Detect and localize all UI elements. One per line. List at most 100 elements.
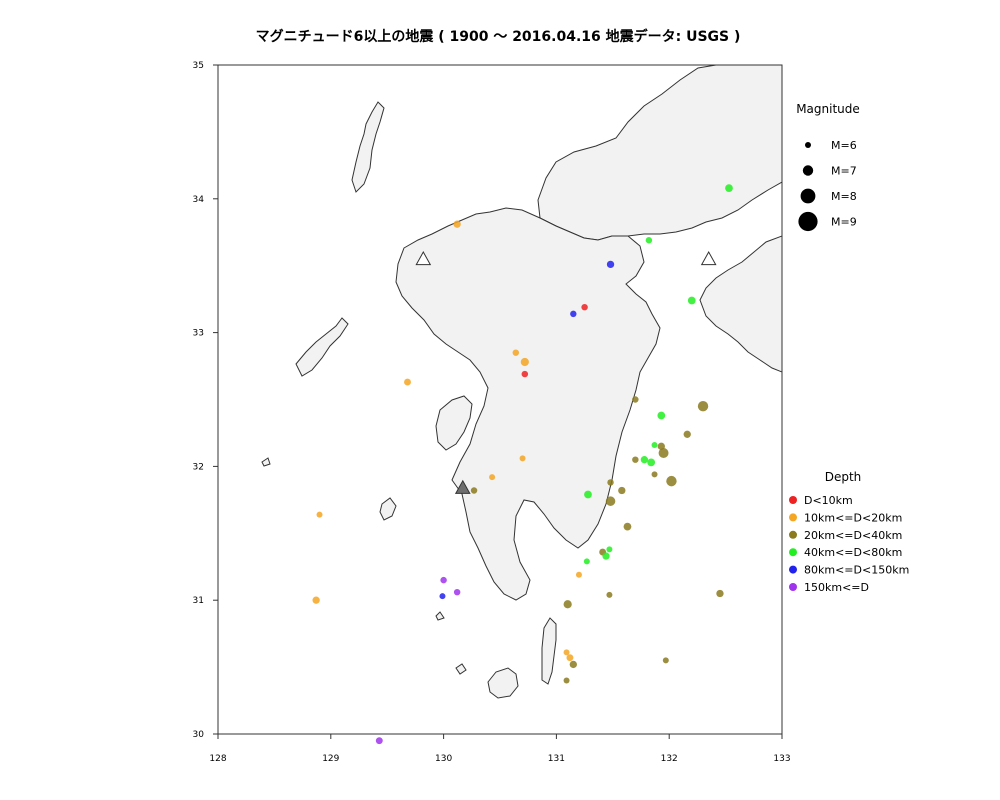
x-tick-label: 131	[548, 754, 565, 764]
quake-point	[651, 441, 658, 448]
quake-point	[662, 657, 669, 664]
depth-legend-marker	[789, 583, 797, 591]
y-tick-label: 34	[193, 195, 205, 205]
quake-point	[606, 260, 615, 269]
depth-legend-label: D<10km	[804, 494, 853, 507]
magnitude-legend-marker	[798, 211, 818, 232]
quake-point	[470, 487, 478, 494]
x-tick-label: 133	[773, 754, 790, 764]
plot-frame	[217, 64, 783, 735]
quake-point	[584, 490, 592, 499]
magnitude-legend-title: Magnitude	[796, 102, 860, 116]
quake-point	[697, 400, 709, 412]
quake-point	[716, 589, 724, 598]
y-tick-label: 35	[193, 61, 204, 71]
earthquake-points	[312, 184, 733, 745]
quake-point	[563, 600, 572, 609]
quake-point	[453, 588, 461, 596]
y-tick-label: 33	[193, 329, 204, 339]
land-tanegashima	[541, 617, 557, 685]
quake-point	[439, 593, 446, 600]
quake-point	[316, 511, 323, 518]
quake-point	[606, 591, 613, 598]
quake-point	[725, 184, 733, 192]
y-axis: 30 31 32 33 34 35	[193, 61, 218, 740]
depth-legend-label: 40km<=D<80km	[804, 546, 902, 559]
quake-point	[520, 357, 529, 367]
land-koshiki	[379, 497, 397, 521]
depth-legend-title: Depth	[825, 470, 862, 484]
quake-point	[640, 456, 649, 464]
quake-point	[440, 576, 447, 584]
quake-point	[404, 378, 411, 386]
quake-point	[632, 396, 639, 403]
quake-point	[623, 522, 632, 531]
land-islet-3	[261, 457, 271, 467]
y-tick-label: 32	[193, 462, 204, 472]
basemap	[261, 65, 782, 699]
quake-point	[563, 677, 570, 684]
x-tick-label: 128	[209, 754, 226, 764]
quake-point	[618, 486, 626, 495]
quake-point	[657, 411, 666, 420]
quake-point	[606, 546, 613, 553]
quake-point	[563, 649, 570, 656]
land-kyushu	[395, 207, 661, 601]
land-islet-1	[455, 663, 467, 675]
depth-legend-marker	[789, 565, 797, 574]
quake-point	[570, 310, 577, 318]
land-tsushima	[351, 101, 385, 193]
quake-point	[632, 456, 639, 463]
x-tick-label: 129	[322, 754, 339, 764]
quake-point	[512, 349, 520, 356]
depth-legend: Depth D<10km 10km<=D<20km 20km<=D<40km 40km…	[789, 470, 909, 594]
x-tick-label: 130	[435, 754, 452, 764]
x-tick-label: 132	[661, 754, 678, 764]
quake-point	[489, 474, 496, 481]
magnitude-legend-marker	[800, 188, 816, 204]
quake-point	[569, 660, 577, 669]
x-axis: 128 129 130 131 132 133	[209, 734, 791, 764]
depth-legend-label: 150km<=D	[804, 581, 869, 594]
quake-point	[375, 737, 383, 745]
depth-legend-label: 10km<=D<20km	[804, 511, 902, 524]
volcano-marker	[454, 479, 471, 494]
magnitude-legend-label: M=7	[831, 165, 857, 178]
depth-legend-marker	[789, 496, 797, 504]
quake-point	[521, 370, 529, 378]
quake-point	[581, 303, 588, 311]
depth-legend-marker	[789, 530, 797, 539]
quake-point	[666, 475, 677, 487]
chart-title: マグニチュード6以上の地震 ( 1900 〜 2016.04.16 地震データ:…	[256, 28, 741, 45]
quake-point	[566, 654, 574, 662]
land-honshu	[537, 65, 782, 241]
quake-point	[575, 571, 582, 578]
land-goto	[295, 317, 349, 377]
volcano-marker	[415, 250, 432, 266]
magnitude-legend-marker	[802, 165, 814, 176]
quake-point	[687, 296, 696, 305]
quake-point	[583, 558, 590, 565]
depth-legend-label: 80km<=D<150km	[804, 564, 909, 577]
volcano-marker	[700, 250, 717, 266]
y-tick-label: 30	[193, 730, 205, 740]
quake-point	[645, 237, 653, 244]
quake-point	[312, 596, 320, 604]
quake-point	[651, 471, 658, 478]
quake-point	[605, 496, 616, 506]
land-yakushima	[487, 667, 519, 699]
quake-point	[683, 430, 691, 438]
quake-point	[647, 458, 656, 467]
magnitude-legend-label: M=8	[831, 190, 857, 203]
magnitude-legend-label: M=9	[831, 216, 857, 229]
magnitude-legend-label: M=6	[831, 139, 857, 152]
magnitude-legend-marker	[805, 142, 811, 148]
magnitude-legend: Magnitude M=6 M=7 M=8 M=9	[796, 102, 860, 232]
quake-point	[658, 448, 669, 458]
land-islet-2	[435, 611, 445, 621]
depth-legend-marker	[789, 513, 797, 522]
y-tick-label: 31	[193, 596, 204, 606]
land-shikoku	[699, 235, 782, 373]
depth-legend-marker	[789, 548, 797, 557]
